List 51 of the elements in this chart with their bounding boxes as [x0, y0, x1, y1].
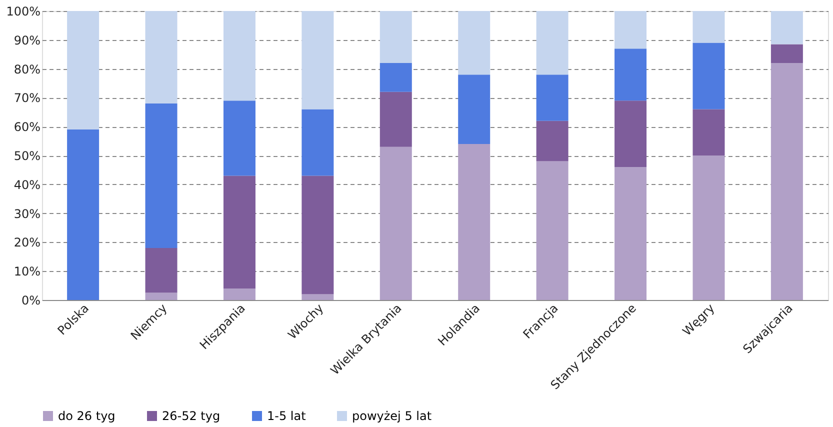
bar: [145, 11, 178, 104]
bar: [67, 11, 100, 130]
bar: [302, 176, 334, 294]
bar: [770, 63, 803, 300]
bar: [536, 161, 568, 300]
bar: [380, 92, 412, 147]
bar: [692, 156, 725, 300]
bar: [536, 120, 568, 162]
legend-label: 1-5 lat: [267, 409, 306, 423]
bar: [380, 146, 412, 300]
bar: [692, 109, 725, 156]
y-tick-label: 50%: [14, 149, 40, 163]
bar: [302, 109, 334, 176]
bar: [692, 11, 725, 43]
bar: [458, 144, 490, 300]
bar: [145, 103, 178, 248]
bar: [770, 11, 803, 44]
y-tick-label: 90%: [14, 33, 40, 48]
bar: [536, 11, 568, 75]
bar: [692, 42, 725, 110]
bar: [223, 288, 256, 300]
y-tick-label: 80%: [14, 62, 40, 76]
legend-label: do 26 tyg: [58, 409, 116, 423]
bar: [223, 100, 256, 176]
bar: [302, 11, 334, 110]
y-tick-label: 70%: [14, 91, 40, 106]
bar: [770, 44, 803, 64]
y-tick-label: 60%: [14, 120, 40, 134]
bar: [145, 248, 178, 293]
bar: [614, 11, 647, 49]
bar: [614, 100, 647, 168]
bar: [302, 294, 334, 300]
bar: [536, 74, 568, 121]
y-tick-label: 100%: [6, 4, 40, 18]
y-tick-label: 20%: [14, 236, 40, 250]
bar: [380, 63, 412, 92]
legend-label: 26-52 tyg: [162, 409, 220, 423]
bar: [458, 74, 490, 144]
legend-label: powyżej 5 lat: [352, 409, 432, 423]
y-tick-label: 10%: [14, 264, 40, 279]
bar: [223, 176, 256, 288]
bar: [145, 292, 178, 300]
y-tick-label: 30%: [14, 206, 40, 221]
bar: [614, 48, 647, 101]
bar: [223, 11, 256, 101]
bar: [458, 11, 490, 75]
y-tick-label: 0%: [21, 294, 40, 308]
y-tick-label: 40%: [14, 178, 40, 192]
bar: [67, 129, 100, 300]
bar: [380, 11, 412, 64]
bar: [614, 167, 647, 300]
